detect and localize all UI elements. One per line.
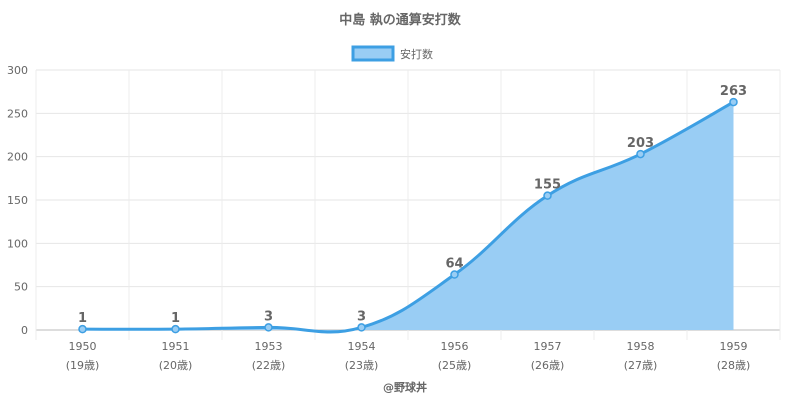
- chart-title: 中島 執の通算安打数: [339, 12, 462, 28]
- data-point: [264, 323, 273, 332]
- x-tick-label: 1953: [255, 340, 283, 353]
- x-axis: 1950 (19歳) 1951 (20歳) 1953 (22歳) 1954 (23歳) 1956…: [66, 340, 751, 372]
- data-label: 64: [445, 257, 463, 272]
- data-labels: 1 1 3 3 64 155 203 263: [78, 84, 747, 326]
- x-tick-label: 1959: [720, 340, 748, 353]
- x-sub-label: (22歳): [252, 359, 286, 372]
- data-label: 3: [357, 309, 366, 324]
- y-axis: 0 50 100 150 200 250 300: [7, 64, 28, 337]
- series-line: [82, 100, 735, 334]
- legend: 安打数: [351, 45, 433, 62]
- x-tick-label: 1954: [348, 340, 376, 353]
- y-tick-label: 150: [7, 194, 28, 207]
- legend-label: 安打数: [400, 47, 433, 61]
- data-label: 1: [78, 311, 87, 326]
- x-tick-label: 1950: [69, 340, 97, 353]
- x-tick-label: 1957: [534, 340, 562, 353]
- data-label: 155: [534, 178, 561, 193]
- x-sub-label: (27歳): [624, 359, 658, 372]
- data-point: [78, 324, 87, 334]
- data-label: 263: [720, 84, 747, 99]
- data-point: [636, 149, 645, 159]
- data-point: [729, 97, 738, 107]
- data-point: [450, 270, 459, 279]
- y-tick-label: 300: [7, 64, 28, 77]
- x-tick-label: 1956: [441, 340, 469, 353]
- y-tick-label: 100: [7, 237, 28, 250]
- data-point: [357, 323, 366, 332]
- data-point: [171, 324, 180, 334]
- credit: @野球丼: [383, 380, 427, 394]
- data-points: [78, 97, 738, 334]
- x-tick-label: 1951: [162, 340, 190, 353]
- x-sub-label: (28歳): [717, 359, 751, 372]
- data-point: [543, 191, 552, 200]
- series-area: [82, 102, 734, 333]
- x-sub-label: (25歳): [438, 359, 472, 372]
- y-tick-label: 200: [7, 151, 28, 164]
- data-label: 1: [171, 311, 180, 326]
- data-label: 203: [627, 136, 654, 151]
- y-tick-label: 0: [21, 324, 28, 337]
- x-tick-label: 1958: [627, 340, 655, 353]
- x-sub-label: (19歳): [66, 359, 100, 372]
- x-sub-label: (20歳): [159, 359, 193, 372]
- y-tick-label: 50: [14, 281, 28, 294]
- x-sub-label: (26歳): [531, 359, 565, 372]
- x-sub-label: (23歳): [345, 359, 379, 372]
- legend-swatch: [351, 45, 395, 62]
- data-label: 3: [264, 309, 273, 324]
- y-tick-label: 250: [7, 107, 28, 120]
